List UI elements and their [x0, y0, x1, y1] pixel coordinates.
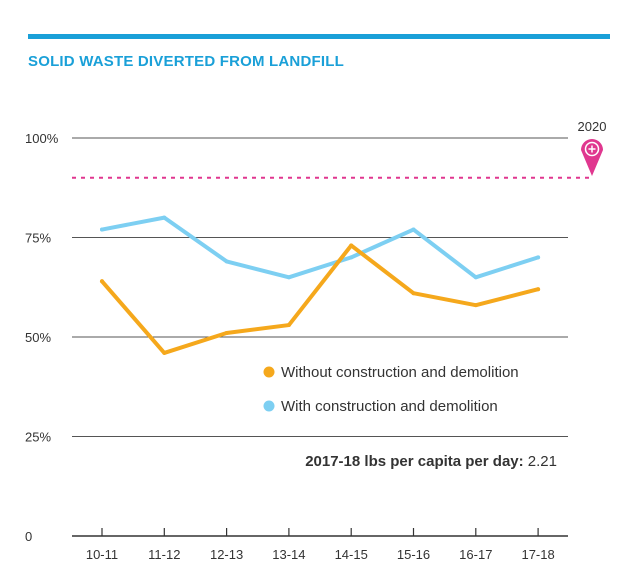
- x-tick-label: 13-14: [272, 547, 305, 562]
- stat-annotation-label: 2017-18 lbs per capita per day:: [305, 453, 528, 470]
- data-point: [349, 255, 354, 260]
- x-tick-label: 16-17: [459, 547, 492, 562]
- data-point: [349, 243, 354, 248]
- data-point: [473, 303, 478, 308]
- legend-label: Without construction and demolition: [281, 364, 519, 381]
- data-point: [100, 227, 104, 232]
- stat-annotation: 2017-18 lbs per capita per day: 2.21: [305, 453, 557, 470]
- x-tick-label: 11-12: [148, 547, 180, 562]
- data-point: [536, 255, 541, 260]
- data-point: [162, 215, 167, 220]
- x-tick-label: 17-18: [521, 547, 554, 562]
- x-tick-label: 15-16: [397, 547, 430, 562]
- data-point: [536, 287, 541, 292]
- data-point: [411, 227, 416, 232]
- legend-marker: [263, 400, 275, 412]
- y-tick-label: 0: [25, 529, 32, 544]
- x-tick-label: 10-11: [86, 547, 118, 562]
- data-point: [286, 323, 291, 328]
- stat-annotation-value: 2.21: [528, 453, 557, 470]
- target-marker-icon: [581, 139, 603, 176]
- y-tick-label: 25%: [25, 430, 51, 445]
- legend-marker: [263, 366, 275, 378]
- data-point: [473, 275, 478, 280]
- data-point: [224, 259, 229, 264]
- data-point: [411, 291, 416, 296]
- data-point: [286, 275, 291, 280]
- header-accent-bar: [28, 34, 610, 39]
- x-tick-label: 12-13: [210, 547, 243, 562]
- y-tick-label: 50%: [25, 330, 51, 345]
- x-tick-label: 14-15: [335, 547, 368, 562]
- legend-label: With construction and demolition: [281, 398, 498, 415]
- chart-title: SOLID WASTE DIVERTED FROM LANDFILL: [28, 53, 344, 70]
- y-tick-label: 75%: [25, 231, 51, 246]
- data-point: [162, 350, 167, 355]
- series-line: [100, 215, 541, 280]
- data-point: [100, 279, 104, 284]
- target-marker-ring: [584, 141, 600, 157]
- data-point: [224, 331, 229, 336]
- y-tick-label: 100%: [25, 131, 59, 146]
- target-label: 2020: [578, 119, 607, 134]
- series-line: [100, 243, 541, 355]
